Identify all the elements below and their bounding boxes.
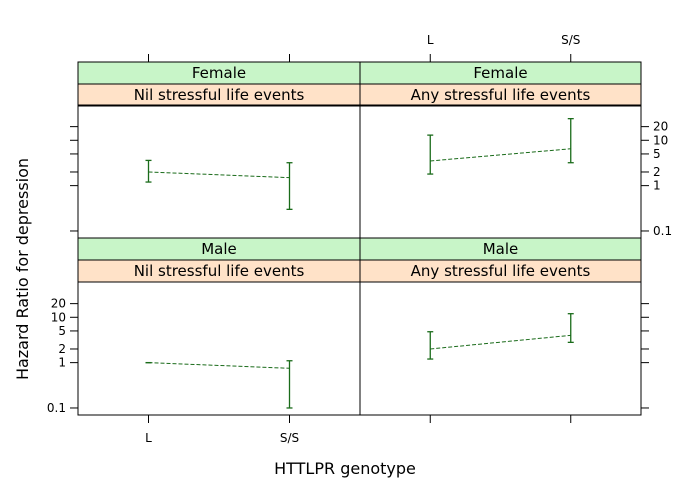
error-bar (427, 134, 434, 175)
x-tick-label: S/S (561, 33, 580, 47)
strip-sex-label: Female (473, 64, 527, 82)
y-tick-label: 20 (653, 120, 668, 134)
panel-plot-box (77, 104, 361, 239)
error-bar (145, 159, 152, 183)
data-layer (145, 118, 574, 409)
error-bar (427, 331, 434, 360)
panel-plot-box (77, 281, 361, 416)
y-tick-label: 5 (653, 147, 661, 161)
error-bar (567, 313, 574, 344)
x-tick-label: S/S (280, 431, 299, 445)
strip-sex-label: Male (201, 240, 237, 258)
strip-sex-label: Female (192, 64, 246, 82)
y-tick-label: 1 (58, 356, 66, 370)
error-bar (286, 360, 293, 409)
strip-condition-box (359, 83, 642, 107)
panel: Male Any stressful life events (359, 237, 642, 416)
x-axis-title: HTTLPR genotype (274, 459, 416, 478)
x-tick-label: L (427, 33, 434, 47)
panel: Female Nil stressful life events (77, 61, 361, 239)
strip-condition-label: Nil stressful life events (134, 86, 305, 104)
panel: Female Any stressful life events (359, 61, 642, 239)
x-tick-label: L (145, 431, 152, 445)
error-bar (286, 162, 293, 210)
estimate-trend-line (148, 362, 290, 369)
estimate-trend-line (430, 334, 571, 350)
y-tick-label: 2 (653, 165, 661, 179)
y-tick-label: 20 (51, 297, 66, 311)
estimate-trend-line (430, 148, 571, 162)
strip-condition-label: Nil stressful life events (134, 262, 305, 280)
y-tick-label: 1 (653, 179, 661, 193)
y-tick-label: 0.1 (653, 224, 672, 238)
panel: Male Nil stressful life events (77, 237, 361, 416)
panel-plot-box (359, 281, 642, 416)
y-tick-label: 2 (58, 342, 66, 356)
panels-layer: Female Nil stressful life events Female Any… (77, 61, 642, 416)
panel-plot-box (359, 104, 642, 239)
y-tick-label: 10 (51, 310, 66, 324)
y-axis-title: Hazard Ratio for depression (13, 158, 32, 380)
strip-condition-label: Any stressful life events (411, 262, 591, 280)
strip-sex-label: Male (483, 240, 519, 258)
error-bar (567, 118, 574, 164)
y-tick-label: 5 (58, 324, 66, 338)
y-tick-label: 10 (653, 133, 668, 147)
estimate-trend-line (148, 171, 290, 179)
y-tick-label: 0.1 (47, 401, 66, 415)
strip-condition-label: Any stressful life events (411, 86, 591, 104)
